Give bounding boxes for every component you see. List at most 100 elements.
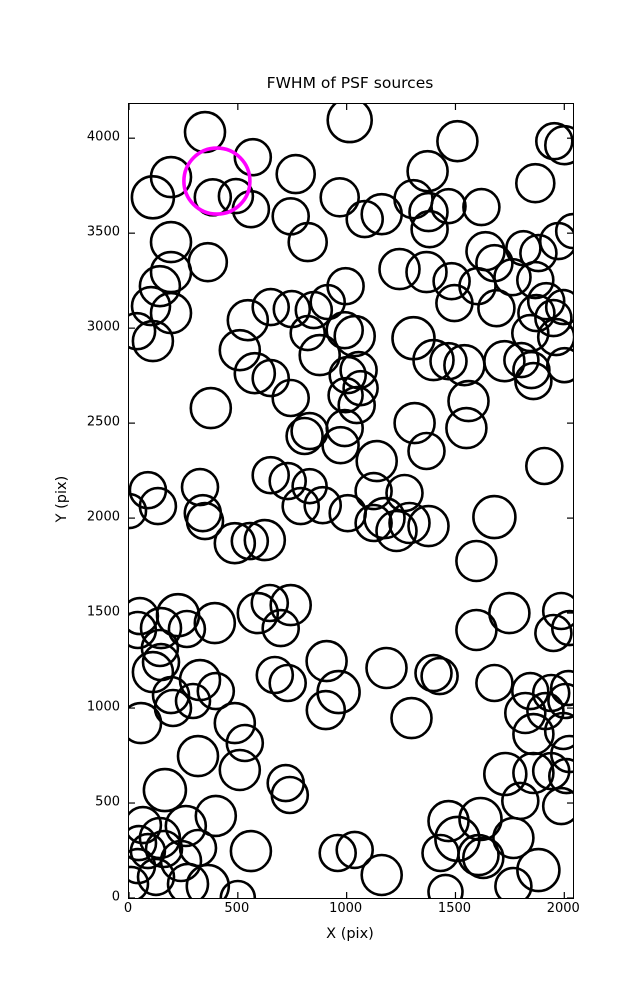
y-tick-label: 3500 xyxy=(86,224,120,240)
psf-sources-marker xyxy=(534,613,573,653)
psf-sources-marker xyxy=(519,233,558,273)
psf-sources-marker xyxy=(325,310,364,350)
psf-sources-marker xyxy=(275,153,316,195)
psf-sources-marker xyxy=(333,314,376,358)
psf-sources-marker xyxy=(309,283,346,321)
y-axis-label: Y (pix) xyxy=(54,475,70,523)
psf-sources-marker xyxy=(243,518,287,562)
psf-sources-marker xyxy=(166,862,210,898)
psf-sources-marker xyxy=(255,655,295,695)
psf-sources-marker xyxy=(516,847,561,893)
psf-sources-marker xyxy=(360,853,403,897)
psf-sources-marker xyxy=(251,455,290,495)
psf-sources-marker xyxy=(462,187,501,227)
psf-sources-marker xyxy=(420,656,459,696)
psf-sources-marker xyxy=(458,266,497,306)
psf-sources-marker xyxy=(526,281,566,321)
y-tick-label: 0 xyxy=(111,889,120,905)
psf-sources-marker xyxy=(213,701,257,745)
psf-sources-marker xyxy=(500,781,540,821)
psf-sources-marker xyxy=(251,358,290,398)
psf-sources-marker xyxy=(281,486,320,526)
x-tick-label: 0 xyxy=(123,901,133,916)
psf-sources-marker xyxy=(408,191,449,233)
psf-sources-marker xyxy=(129,492,148,530)
psf-sources-marker xyxy=(541,786,573,826)
psf-sources-marker xyxy=(271,378,310,418)
psf-sources-marker xyxy=(414,653,453,693)
psf-sources-marker xyxy=(531,751,571,791)
psf-sources-marker xyxy=(524,446,564,486)
y-tick-label: 2500 xyxy=(86,414,120,430)
psf-sources-marker xyxy=(321,425,360,465)
psf-sources-marker xyxy=(272,289,312,329)
psf-sources-marker xyxy=(167,609,207,649)
psf-sources-marker xyxy=(365,646,408,690)
psf-sources-marker xyxy=(503,691,547,735)
x-tick-label: 2000 xyxy=(546,901,580,916)
psf-sources-marker xyxy=(554,212,573,250)
x-tick-label: 1000 xyxy=(329,901,363,916)
psf-sources-marker xyxy=(185,863,231,898)
psf-sources-marker xyxy=(131,650,175,694)
psf-sources-marker xyxy=(271,197,310,236)
x-axis-label: X (pix) xyxy=(326,926,374,942)
highlighted-psf-source-marker xyxy=(182,146,252,216)
psf-sources-marker xyxy=(138,264,182,308)
psf-sources-marker xyxy=(430,187,467,225)
psf-sources-marker xyxy=(435,283,474,323)
psf-sources-marker xyxy=(547,682,573,720)
psf-sources-marker xyxy=(153,688,193,728)
psf-sources-marker xyxy=(354,471,393,511)
psf-sources-marker xyxy=(218,748,262,792)
psf-sources-marker xyxy=(551,609,573,647)
psf-sources-marker xyxy=(410,209,449,249)
psf-sources-marker xyxy=(326,104,373,144)
psf-sources-marker xyxy=(318,833,357,873)
psf-sources-marker xyxy=(193,601,237,645)
psf-sources-marker xyxy=(457,833,500,877)
psf-sources-marker xyxy=(517,293,556,333)
plot-area xyxy=(128,103,574,899)
x-tick-label: 500 xyxy=(224,901,250,916)
psf-sources-marker xyxy=(151,675,191,715)
psf-sources-marker xyxy=(185,501,225,541)
psf-sources-marker xyxy=(289,314,326,352)
psf-sources-marker xyxy=(218,328,262,372)
psf-sources-marker xyxy=(345,199,384,239)
psf-sources-marker xyxy=(130,285,172,327)
psf-sources-marker xyxy=(270,775,310,815)
plot-title: FWHM of PSF sources xyxy=(266,74,434,92)
psf-sources-marker xyxy=(189,386,233,430)
psf-sources-marker xyxy=(149,291,193,335)
psf-sources-marker xyxy=(225,723,265,763)
psf-sources-marker xyxy=(515,260,555,300)
psf-sources-marker xyxy=(534,298,573,338)
psf-sources-marker xyxy=(233,137,273,177)
psf-sources-marker xyxy=(549,669,573,707)
psf-sources-marker xyxy=(226,298,270,342)
psf-sources-marker xyxy=(194,794,238,838)
psf-sources-marker xyxy=(354,503,393,543)
psf-sources-marker xyxy=(303,485,342,525)
psf-sources-marker xyxy=(543,711,573,751)
psf-sources-marker xyxy=(325,408,364,448)
psf-sources-marker xyxy=(144,829,184,869)
psf-sources-marker xyxy=(233,351,277,395)
psf-sources-marker xyxy=(535,121,573,161)
psf-sources-marker xyxy=(261,608,300,648)
psf-sources-marker xyxy=(483,339,526,383)
psf-sources-marker xyxy=(183,110,227,154)
scatter-plot xyxy=(129,104,573,898)
psf-sources-marker xyxy=(472,494,517,540)
psf-sources-marker xyxy=(412,338,455,382)
x-tick-label: 1500 xyxy=(437,901,472,916)
psf-sources-marker xyxy=(140,628,180,668)
psf-sources-marker xyxy=(176,734,220,778)
y-tick-label: 4000 xyxy=(86,129,120,145)
psf-sources-marker xyxy=(388,501,431,545)
psf-sources-marker xyxy=(149,220,193,264)
psf-sources-marker xyxy=(236,591,280,635)
psf-sources-marker xyxy=(488,591,531,635)
psf-sources-marker xyxy=(213,521,257,565)
